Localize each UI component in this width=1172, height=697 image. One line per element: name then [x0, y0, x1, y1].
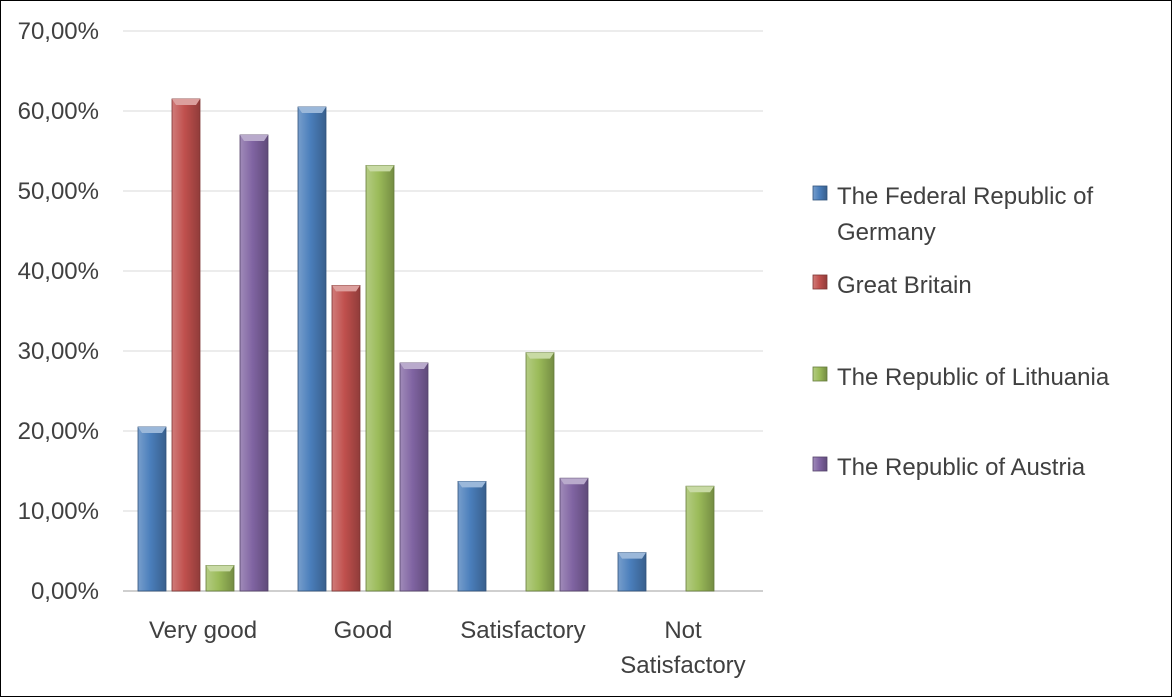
legend-label: Great Britain: [837, 272, 972, 299]
bar-cap: [138, 427, 166, 433]
legend: The Federal Republic of Germany Great Brit…: [812, 183, 1110, 481]
bar-cap: [560, 478, 588, 485]
legend-item: The Republic of Lithuania: [812, 364, 1110, 391]
legend-swatch: [812, 366, 828, 382]
y-tick-label: 50,00%: [18, 178, 99, 205]
x-axis-ticks: Very good Good Satisfactory Not Satisfactory: [149, 617, 746, 679]
bar-body: [331, 284, 361, 592]
bar-body: [457, 480, 487, 592]
bar-cap: [298, 107, 326, 113]
bar-body: [617, 552, 647, 592]
legend-label: The Republic of Austria: [837, 454, 1086, 481]
legend-item: The Federal Republic of Germany: [812, 183, 1093, 246]
bar-body: [171, 98, 201, 592]
bar: [685, 485, 715, 592]
legend-item: Great Britain: [812, 272, 972, 299]
bar-cap: [366, 165, 394, 172]
bar: [171, 98, 201, 592]
legend-swatch: [812, 185, 828, 201]
x-tick-label: Not Satisfactory: [620, 617, 745, 679]
bar-cap: [172, 99, 200, 105]
bar-cap: [686, 486, 714, 493]
x-tick-label: Good: [334, 617, 393, 644]
bars: [137, 98, 715, 592]
bar: [399, 362, 429, 592]
y-tick-label: 40,00%: [18, 258, 99, 285]
bar-cap: [458, 481, 486, 488]
bar-cap: [526, 352, 554, 359]
bar: [205, 565, 235, 592]
y-tick-label: 0,00%: [31, 578, 99, 605]
bar-body: [239, 134, 269, 592]
bar: [525, 352, 555, 592]
bar: [559, 477, 589, 592]
bar-cap: [400, 363, 428, 369]
bar: [365, 164, 395, 592]
y-tick-label: 10,00%: [18, 498, 99, 525]
bar-body: [685, 485, 715, 592]
bar-body: [297, 106, 327, 592]
bar: [297, 106, 327, 592]
bar-cap: [332, 285, 360, 292]
bar-body: [137, 426, 167, 592]
y-tick-label: 30,00%: [18, 338, 99, 365]
bar-body: [559, 477, 589, 592]
bar: [239, 134, 269, 592]
bar-cap: [240, 135, 268, 141]
bar: [137, 426, 167, 592]
gridlines: [123, 30, 763, 592]
legend-item: The Republic of Austria: [812, 454, 1086, 481]
legend-swatch: [812, 274, 828, 290]
bar: [457, 480, 487, 592]
x-tick-label: Satisfactory: [460, 617, 585, 644]
bar-body: [365, 164, 395, 592]
y-tick-label: 60,00%: [18, 98, 99, 125]
y-tick-label: 20,00%: [18, 418, 99, 445]
bar-body: [525, 352, 555, 592]
y-axis-ticks: 0,00% 10,00% 20,00% 30,00% 40,00% 50,00% 60,00…: [18, 18, 99, 605]
legend-label: The Republic of Lithuania: [837, 364, 1110, 391]
bar-cap: [206, 565, 234, 572]
bar: [617, 552, 647, 592]
bar-body: [399, 362, 429, 592]
bar: [331, 284, 361, 592]
y-tick-label: 70,00%: [18, 18, 99, 45]
legend-label: The Federal Republic of Germany: [837, 183, 1093, 246]
legend-swatch: [812, 456, 828, 472]
bar-cap: [618, 552, 646, 559]
x-tick-label: Very good: [149, 617, 257, 644]
